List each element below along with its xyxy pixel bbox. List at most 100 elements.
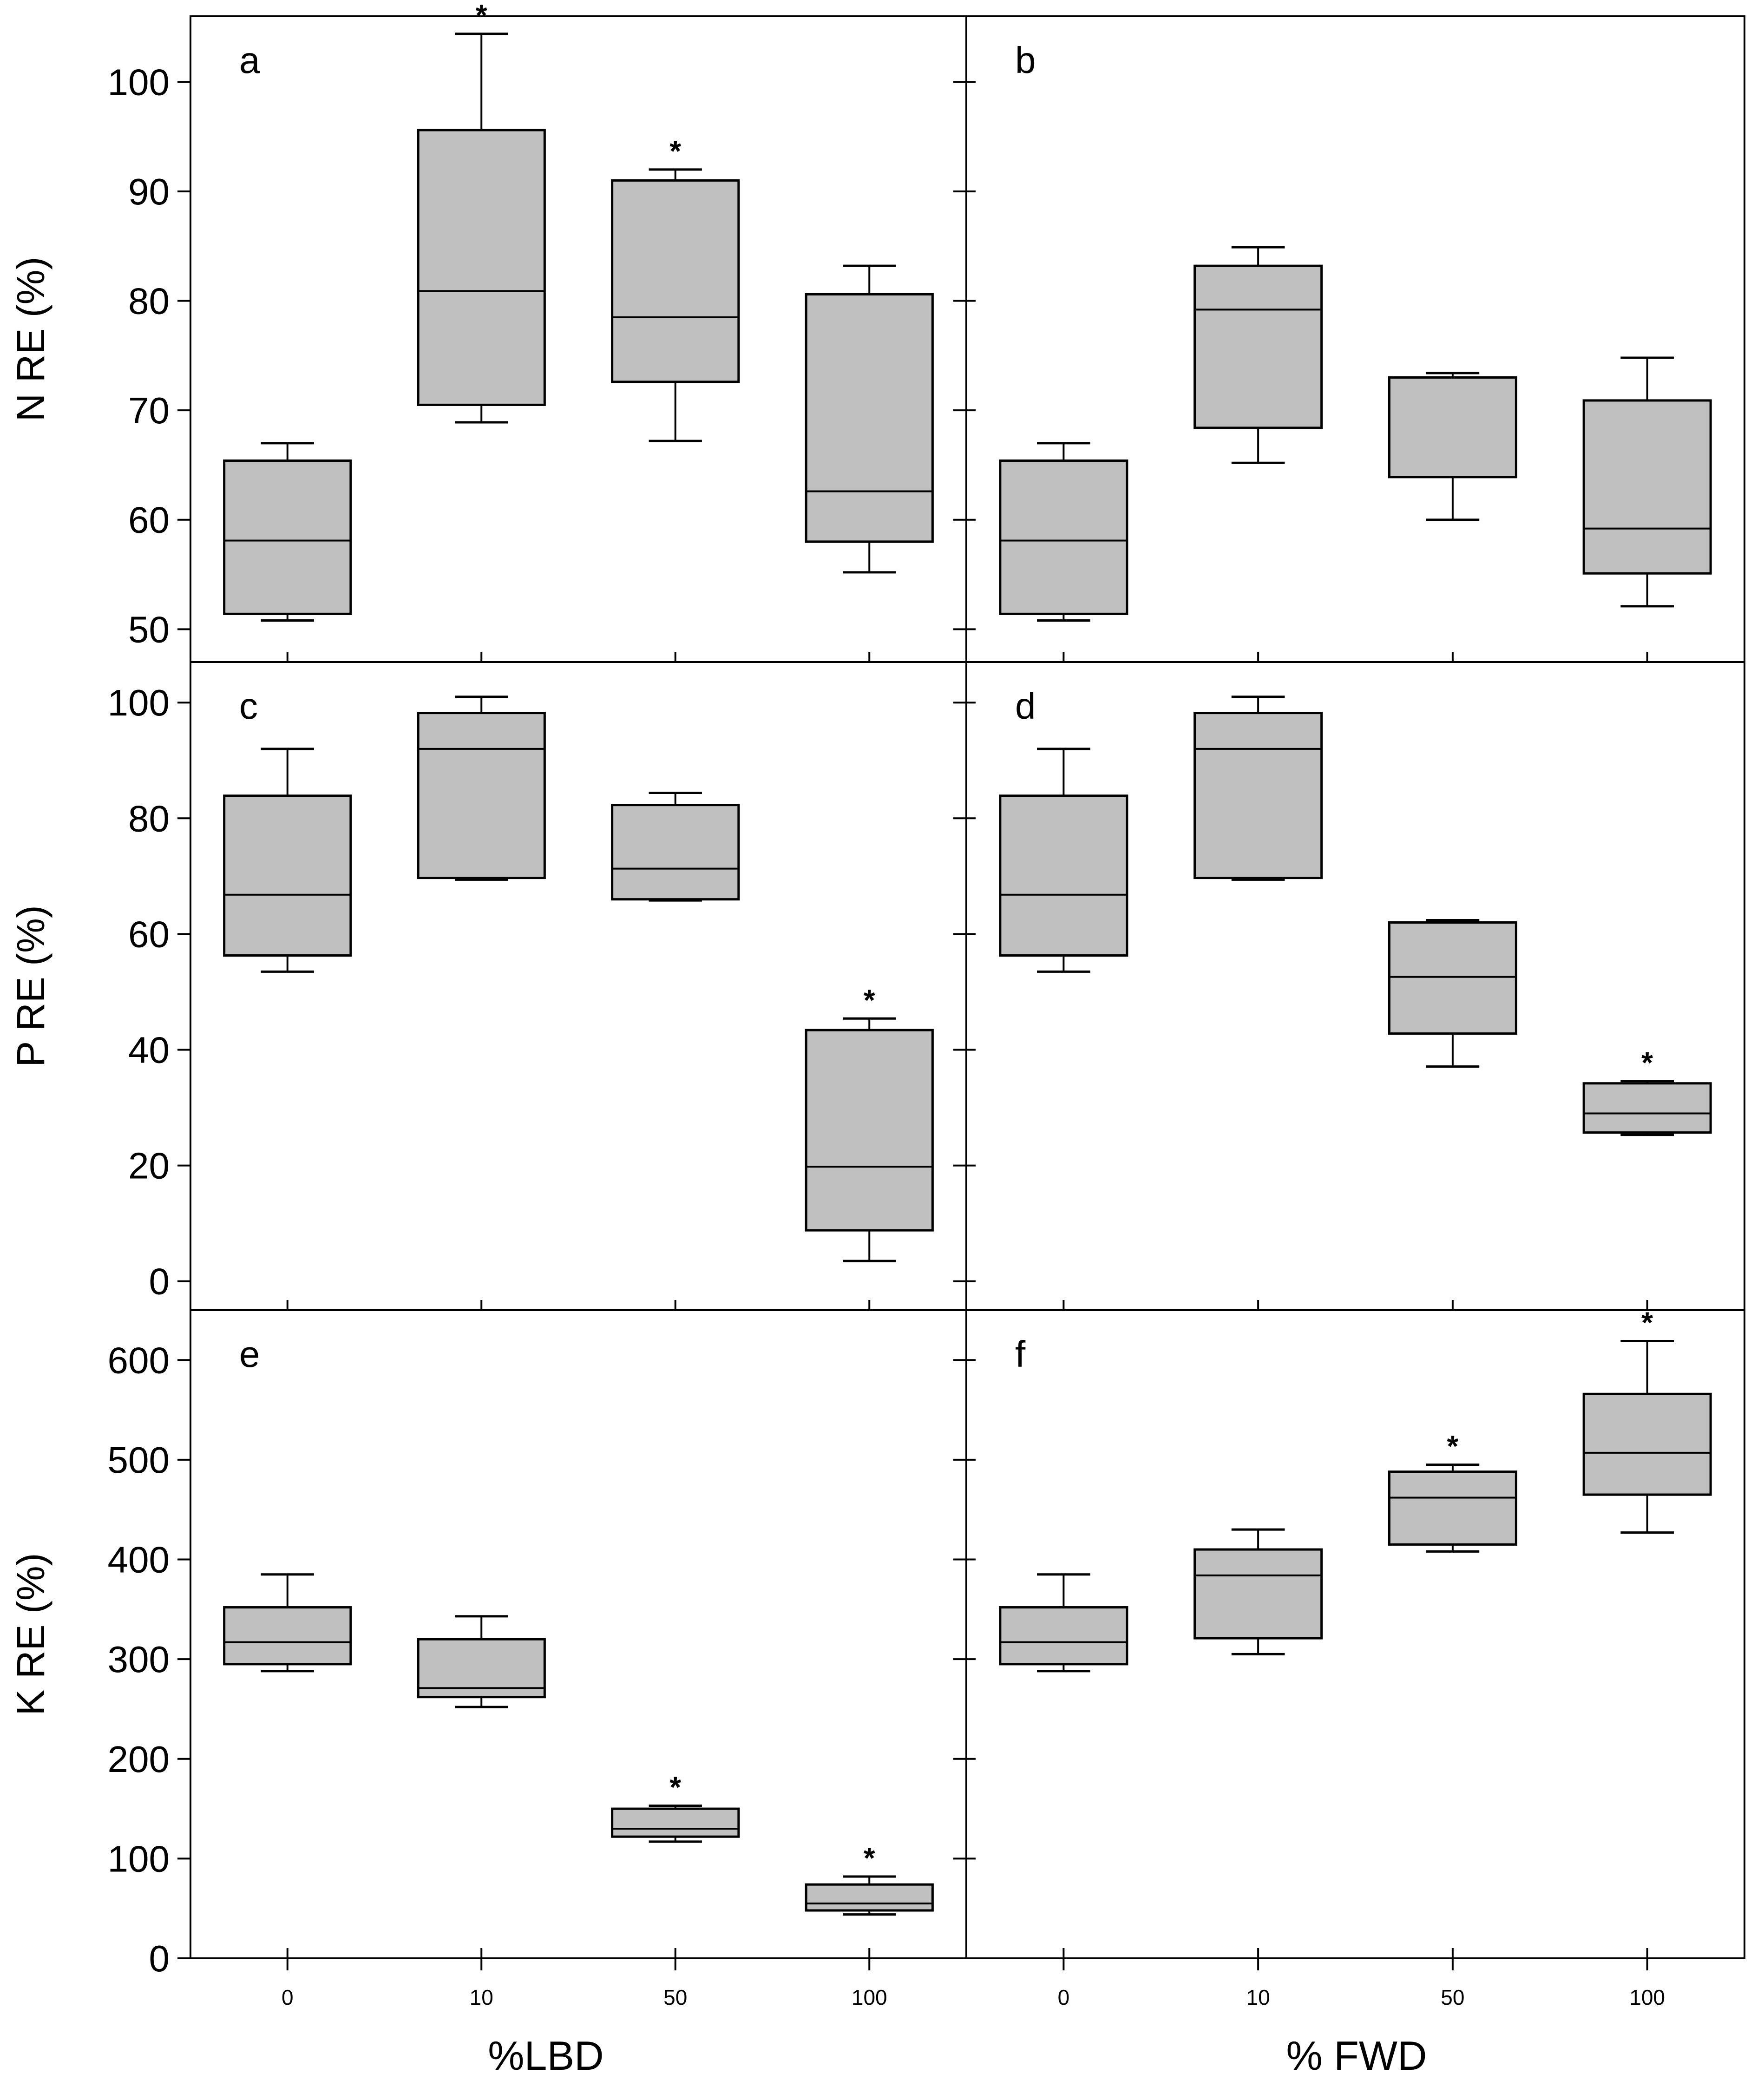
box-10: *: [417, 0, 546, 424]
iqr-box: [417, 129, 546, 406]
y-tick-label: 400: [108, 1539, 170, 1581]
box-100: *: [805, 983, 934, 1262]
box-100: *: [1582, 1306, 1712, 1534]
x-tick-label: 10: [470, 1985, 493, 2009]
x-tick-label: 50: [663, 1985, 687, 2009]
panel-letter: c: [239, 685, 258, 727]
iqr-box: [1193, 264, 1323, 429]
iqr-box: [223, 459, 352, 615]
iqr-box: [805, 293, 934, 543]
iqr-box: [1193, 712, 1323, 879]
x-tick-label: 100: [1629, 1985, 1665, 2009]
panel-letter: b: [1015, 39, 1036, 81]
y-tick-label: 600: [108, 1339, 170, 1381]
iqr-box: [223, 794, 352, 957]
box-0: [223, 1573, 352, 1673]
panel-frame: [965, 1309, 1745, 1959]
iqr-box: [1193, 1548, 1323, 1640]
iqr-box: [805, 1029, 934, 1232]
y-tick-label: 50: [128, 609, 170, 650]
y-tick-label: 100: [108, 61, 170, 103]
y-tick-label: 40: [128, 1030, 170, 1071]
iqr-box: [611, 804, 740, 901]
y-tick-label: 300: [108, 1639, 170, 1680]
significance-star: *: [1447, 1430, 1458, 1463]
iqr-box: [611, 179, 740, 383]
box-10: [1193, 246, 1323, 464]
x-axis-title-left: %LBD: [488, 2033, 603, 2079]
panel-letter: e: [239, 1333, 260, 1375]
iqr-box: [417, 712, 546, 879]
box-100: [1582, 356, 1712, 608]
iqr-box: [1388, 1470, 1517, 1546]
significance-star: *: [864, 983, 875, 1017]
box-100: *: [1582, 1046, 1712, 1136]
significance-star: *: [669, 134, 681, 168]
panel-c: c 0 20 40 60 80 100 P RE (%) *: [9, 661, 967, 1311]
box-0: [999, 748, 1128, 973]
iqr-box: [999, 794, 1128, 957]
box-10: [417, 1615, 546, 1708]
iqr-box: [999, 1606, 1128, 1666]
panel-letter: f: [1015, 1333, 1026, 1375]
panel-letter: a: [239, 39, 260, 81]
significance-star: *: [1641, 1306, 1653, 1339]
box-50: [1388, 919, 1517, 1068]
y-tick-label: 60: [128, 499, 170, 541]
panel-e: e 0 100 200 300 400 500 600 K RE (%) 0 10 50 100 * *: [9, 1309, 967, 2009]
significance-star: *: [476, 0, 487, 32]
significance-star: *: [864, 1841, 875, 1875]
y-tick-label: 500: [108, 1439, 170, 1481]
box-100: [805, 264, 934, 574]
x-tick-label: 50: [1441, 1985, 1464, 2009]
y-tick-label: 100: [108, 682, 170, 723]
iqr-box: [1582, 1392, 1712, 1496]
box-50: *: [611, 134, 740, 442]
y-tick-label: 100: [108, 1838, 170, 1879]
box-0: [223, 442, 352, 622]
significance-star: *: [669, 1771, 681, 1804]
x-tick-label: 0: [282, 1985, 294, 2009]
y-tick-label: 20: [128, 1145, 170, 1187]
box-50: *: [1388, 1430, 1517, 1553]
y-tick-label: 80: [128, 281, 170, 322]
box-10: [417, 696, 546, 881]
y-tick-label: 200: [108, 1739, 170, 1780]
iqr-box: [1582, 399, 1712, 575]
iqr-box: [611, 1807, 740, 1838]
y-tick-label: 90: [128, 171, 170, 212]
box-0: [223, 748, 352, 973]
y-tick-label: 0: [149, 1261, 170, 1302]
panel-f: f 0 10 50 100 * *: [953, 1306, 1745, 2009]
x-tick-label: 10: [1246, 1985, 1270, 2009]
iqr-box: [805, 1883, 934, 1912]
box-10: [1193, 1528, 1323, 1655]
iqr-box: [999, 459, 1128, 615]
box-50: *: [611, 1771, 740, 1843]
iqr-box: [1388, 921, 1517, 1035]
significance-star: *: [1641, 1046, 1653, 1079]
y-axis-title: K RE (%): [9, 1553, 52, 1715]
box-100: *: [805, 1841, 934, 1916]
y-axis-title: N RE (%): [9, 257, 52, 422]
panel-b: b: [953, 15, 1745, 663]
y-tick-label: 60: [128, 913, 170, 955]
panel-d: d*: [953, 661, 1745, 1311]
iqr-box: [1582, 1082, 1712, 1134]
y-axis-title: P RE (%): [9, 905, 52, 1067]
panel-a: a 50 60 70 80 90 100 N RE (%) * *: [9, 0, 967, 663]
x-axis-title-right: % FWD: [1286, 2033, 1427, 2079]
box-50: [611, 791, 740, 902]
y-tick-label: 0: [149, 1938, 170, 1979]
iqr-box: [1388, 376, 1517, 479]
x-tick-label: 0: [1058, 1985, 1070, 2009]
y-tick-label: 70: [128, 390, 170, 431]
box-0: [999, 442, 1128, 622]
iqr-box: [223, 1606, 352, 1666]
x-tick-label: 100: [852, 1985, 887, 2009]
box-0: [999, 1573, 1128, 1673]
box-10: [1193, 696, 1323, 881]
y-tick-label: 80: [128, 798, 170, 839]
